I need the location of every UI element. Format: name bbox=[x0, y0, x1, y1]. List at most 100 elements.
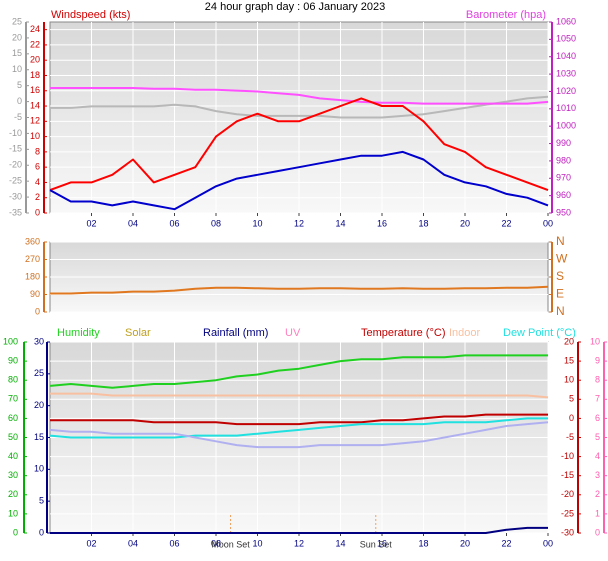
series-line bbox=[49, 150, 549, 211]
y-tick-label: 18 bbox=[30, 70, 40, 80]
y2-tick-label: -5 bbox=[566, 432, 574, 442]
y-tick-label: 24 bbox=[30, 24, 40, 34]
legend-entry: UV bbox=[285, 327, 301, 339]
legend-entry: Temperature (°C) bbox=[361, 327, 445, 339]
x-tick-label: 08 bbox=[211, 538, 221, 548]
y3-tick-label: 5 bbox=[17, 80, 22, 90]
series-line bbox=[50, 285, 549, 295]
series-line bbox=[50, 95, 549, 119]
y-tick-label: 80 bbox=[8, 375, 18, 385]
y4-tick-label: 0 bbox=[595, 527, 600, 537]
y2-tick-label: 950 bbox=[556, 207, 571, 217]
x-tick-label: 04 bbox=[128, 218, 138, 228]
x-tick-label: 22 bbox=[501, 538, 511, 548]
y2-tick-label: E bbox=[556, 287, 564, 301]
y-tick-label: 90 bbox=[8, 355, 18, 365]
y3-tick-label: 5 bbox=[39, 496, 44, 506]
y2-tick-label: W bbox=[556, 252, 568, 266]
series-line bbox=[50, 87, 549, 105]
x-tick-label: 20 bbox=[460, 218, 470, 228]
y2-tick-label: 990 bbox=[556, 138, 571, 148]
y4-tick-label: 1 bbox=[595, 508, 600, 518]
x-tick-label: 00 bbox=[543, 538, 553, 548]
y-tick-label: 8 bbox=[35, 146, 40, 156]
y3-tick-label: 10 bbox=[12, 64, 22, 74]
y3-tick-label: 0 bbox=[17, 96, 22, 106]
series-line bbox=[50, 413, 548, 426]
x-tick-label: 10 bbox=[252, 538, 262, 548]
y2-tick-label: 980 bbox=[556, 155, 571, 165]
y2-tick-label: -20 bbox=[561, 489, 574, 499]
y3-tick-label: 30 bbox=[34, 336, 44, 346]
y2-tick-label: 1030 bbox=[556, 68, 576, 78]
series-line bbox=[49, 354, 548, 389]
y2-tick-label: 5 bbox=[569, 394, 574, 404]
y3-tick-label: -35 bbox=[9, 207, 22, 217]
y-tick-label: 4 bbox=[35, 177, 40, 187]
y3-tick-label: -30 bbox=[9, 191, 22, 201]
y2-tick-label: 20 bbox=[564, 336, 574, 346]
x-tick-label: 06 bbox=[169, 218, 179, 228]
series-line bbox=[50, 392, 549, 399]
legend-entry: Rainfall (mm) bbox=[203, 327, 268, 339]
legend-entry: Solar bbox=[125, 327, 151, 339]
annotation: Sun Set bbox=[360, 539, 393, 549]
x-tick-label: 06 bbox=[169, 538, 179, 548]
y-tick-label: 60 bbox=[8, 413, 18, 423]
x-tick-label: 04 bbox=[128, 538, 138, 548]
legend-entry: Dew Point (°C) bbox=[503, 327, 576, 339]
y-tick-label: 0 bbox=[35, 306, 40, 316]
x-tick-label: 02 bbox=[86, 218, 96, 228]
y4-tick-label: 7 bbox=[595, 394, 600, 404]
y3-tick-label: -25 bbox=[9, 176, 22, 186]
y-tick-label: 0 bbox=[13, 527, 18, 537]
x-tick-label: 20 bbox=[460, 538, 470, 548]
x-tick-label: 16 bbox=[377, 218, 387, 228]
x-tick-label: 10 bbox=[252, 218, 262, 228]
y4-tick-label: 9 bbox=[595, 355, 600, 365]
y2-tick-label: 1060 bbox=[556, 16, 576, 26]
y-tick-label: 10 bbox=[8, 508, 18, 518]
y2-tick-label: -15 bbox=[561, 470, 574, 480]
y-tick-label: 20 bbox=[30, 55, 40, 65]
x-tick-label: 12 bbox=[294, 538, 304, 548]
y3-tick-label: 20 bbox=[34, 400, 44, 410]
y3-tick-label: 10 bbox=[34, 464, 44, 474]
x-tick-label: 18 bbox=[418, 218, 428, 228]
y-tick-label: 16 bbox=[30, 85, 40, 95]
y4-tick-label: 8 bbox=[595, 375, 600, 385]
y3-tick-label: 20 bbox=[12, 32, 22, 42]
y3-tick-label: -20 bbox=[9, 160, 22, 170]
y2-tick-label: 15 bbox=[564, 355, 574, 365]
y-tick-label: 30 bbox=[8, 470, 18, 480]
y-tick-label: 0 bbox=[35, 207, 40, 217]
y-tick-label: 10 bbox=[30, 131, 40, 141]
chart-title: 24 hour graph day : 06 January 2023 bbox=[205, 1, 385, 13]
x-tick-label: 12 bbox=[294, 218, 304, 228]
y-tick-label: 180 bbox=[25, 271, 40, 281]
series-line bbox=[49, 97, 549, 192]
x-tick-label: 14 bbox=[335, 218, 345, 228]
x-tick-label: 14 bbox=[335, 538, 345, 548]
y-tick-label: 90 bbox=[30, 289, 40, 299]
y3-tick-label: 25 bbox=[12, 16, 22, 26]
y3-tick-label: -5 bbox=[14, 112, 22, 122]
y-tick-label: 22 bbox=[30, 39, 40, 49]
annotation: Moon Set bbox=[211, 539, 250, 549]
y3-tick-label: -10 bbox=[9, 128, 22, 138]
y3-tick-label: 25 bbox=[34, 368, 44, 378]
y4-tick-label: 6 bbox=[595, 413, 600, 423]
y2-tick-label: 1040 bbox=[556, 51, 576, 61]
legend-entry: Indoor bbox=[449, 327, 481, 339]
y-tick-label: 2 bbox=[35, 192, 40, 202]
y2-tick-label: 1050 bbox=[556, 34, 576, 44]
y3-tick-label: -15 bbox=[9, 144, 22, 154]
y-tick-label: 360 bbox=[25, 236, 40, 246]
y2-tick-label: N bbox=[556, 234, 565, 248]
y2-tick-label: -30 bbox=[561, 527, 574, 537]
y2-tick-label: -25 bbox=[561, 508, 574, 518]
y3-tick-label: 0 bbox=[39, 527, 44, 537]
y-tick-label: 270 bbox=[25, 254, 40, 264]
y-tick-label: 100 bbox=[3, 336, 18, 346]
